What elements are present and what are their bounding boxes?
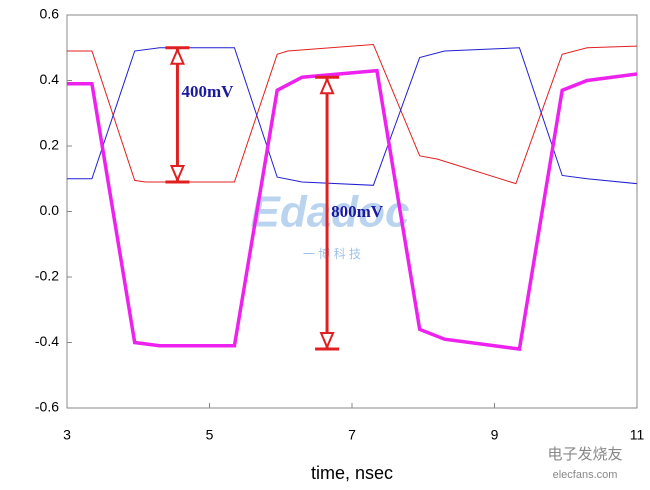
arrow-head bbox=[169, 47, 185, 65]
y-tick-label: 0.4 bbox=[40, 71, 60, 87]
series-line bbox=[67, 43, 638, 185]
annotation-label: 400mV bbox=[181, 82, 234, 101]
watermark: Edadoc bbox=[251, 188, 410, 237]
x-tick-label: 11 bbox=[630, 427, 645, 443]
annotation-label: 800mV bbox=[331, 202, 384, 221]
x-tick-label: 5 bbox=[206, 427, 214, 443]
series-line bbox=[67, 68, 638, 352]
watermark: 电子发烧友 bbox=[547, 446, 622, 463]
x-tick-label: 9 bbox=[491, 427, 499, 443]
watermark: 一 博 科 技 bbox=[303, 246, 361, 261]
y-tick-label: -0.4 bbox=[35, 333, 59, 349]
watermark: elecfans.com bbox=[553, 469, 618, 481]
arrow-head bbox=[319, 332, 335, 350]
x-tick-label: 3 bbox=[63, 427, 71, 443]
x-tick-label: 7 bbox=[348, 427, 356, 443]
arrow-head bbox=[319, 76, 335, 95]
x-axis-label: time, nsec bbox=[311, 463, 393, 483]
series-line bbox=[67, 47, 638, 186]
y-tick-label: -0.6 bbox=[35, 399, 59, 415]
y-tick-label: -0.2 bbox=[35, 268, 59, 284]
y-tick-label: 0.0 bbox=[40, 202, 60, 218]
arrow-head bbox=[169, 165, 185, 183]
y-tick-label: 0.2 bbox=[40, 137, 60, 153]
y-tick-label: 0.6 bbox=[40, 6, 60, 22]
